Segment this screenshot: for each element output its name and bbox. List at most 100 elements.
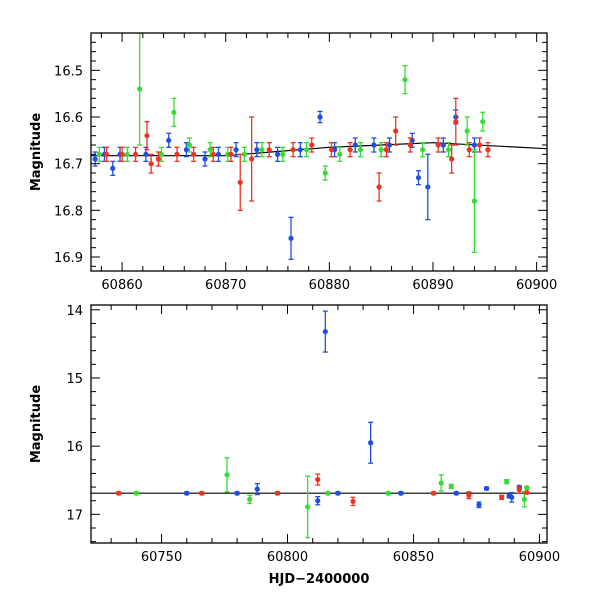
marker — [438, 480, 444, 486]
marker — [132, 151, 139, 157]
y-tick-label: 16.6 — [54, 111, 83, 126]
marker — [337, 151, 343, 157]
marker — [464, 128, 470, 134]
data-point — [259, 142, 265, 158]
marker — [280, 151, 286, 157]
data-point — [357, 142, 364, 158]
marker — [415, 175, 422, 181]
data-point — [315, 473, 321, 486]
data-point — [174, 146, 180, 162]
marker — [425, 184, 431, 190]
data-point — [207, 142, 213, 158]
x-tick-label: 60880 — [309, 278, 350, 293]
marker — [249, 156, 255, 162]
x-tick-label: 60750 — [141, 550, 182, 565]
data-point — [325, 490, 331, 496]
data-point — [241, 146, 247, 162]
data-point — [402, 65, 408, 95]
data-point — [228, 146, 234, 162]
marker — [504, 479, 510, 485]
marker — [305, 504, 311, 510]
marker — [274, 151, 281, 157]
panel-top: 60860 60870 60880 60890 60900 16.5 16.6 16.7 16.… — [29, 32, 557, 293]
data-point — [254, 483, 260, 496]
data-point — [280, 146, 286, 162]
marker — [448, 483, 454, 489]
data-point — [499, 494, 505, 501]
data-point — [415, 170, 422, 186]
data-point — [431, 490, 437, 496]
data-point — [448, 483, 454, 490]
x-axis-title: HJD−2400000 — [269, 572, 370, 587]
data-point — [516, 485, 522, 494]
marker — [158, 151, 165, 157]
data-point — [476, 501, 482, 509]
data-point — [347, 142, 353, 158]
marker — [254, 486, 260, 492]
marker — [521, 496, 527, 502]
data-point — [524, 485, 530, 491]
marker — [116, 490, 122, 496]
marker — [241, 151, 247, 157]
x-tick-label: 60890 — [412, 278, 453, 293]
marker — [174, 151, 180, 157]
data-point — [191, 146, 197, 162]
data-point — [116, 490, 122, 496]
data-point — [440, 137, 446, 153]
x-tick-label: 60800 — [267, 550, 308, 565]
marker — [385, 490, 391, 496]
marker — [303, 147, 310, 153]
data-point — [317, 110, 323, 124]
data-point — [186, 137, 193, 153]
marker — [228, 151, 234, 157]
marker — [516, 487, 522, 493]
marker — [409, 137, 415, 143]
data-point — [224, 457, 230, 493]
data-point — [449, 144, 455, 174]
data-point — [137, 33, 143, 146]
data-point — [158, 146, 165, 162]
data-point — [328, 142, 335, 158]
marker — [133, 490, 139, 496]
marker — [191, 151, 197, 157]
y-tick-label: 16.8 — [54, 204, 83, 219]
data-point — [210, 146, 216, 162]
marker — [368, 440, 374, 446]
marker — [234, 490, 240, 496]
data-point — [477, 137, 483, 153]
y-tick-label: 16 — [66, 440, 83, 455]
marker — [288, 235, 294, 241]
series-blue — [184, 310, 522, 509]
data-point — [407, 137, 413, 153]
data-point — [171, 97, 177, 127]
data-point — [315, 495, 321, 506]
y-tick-label: 16.5 — [54, 64, 83, 79]
marker — [445, 147, 452, 153]
data-point — [471, 149, 478, 253]
marker — [155, 156, 161, 162]
data-point — [509, 491, 515, 503]
data-point — [425, 153, 431, 221]
marker — [186, 142, 193, 148]
marker — [485, 147, 491, 153]
data-point — [420, 142, 426, 158]
series-red — [103, 97, 491, 211]
marker — [166, 137, 172, 143]
data-point — [215, 146, 222, 162]
data-point — [386, 137, 393, 153]
marker — [325, 490, 331, 496]
data-point — [309, 137, 315, 153]
marker — [347, 147, 353, 153]
marker — [233, 147, 239, 153]
axes-frame — [90, 304, 548, 544]
data-point — [383, 142, 389, 158]
data-point — [376, 172, 382, 202]
marker — [376, 184, 382, 190]
data-point — [274, 146, 281, 162]
marker — [477, 142, 483, 148]
marker — [184, 490, 190, 496]
marker — [322, 328, 328, 335]
marker — [322, 170, 328, 176]
